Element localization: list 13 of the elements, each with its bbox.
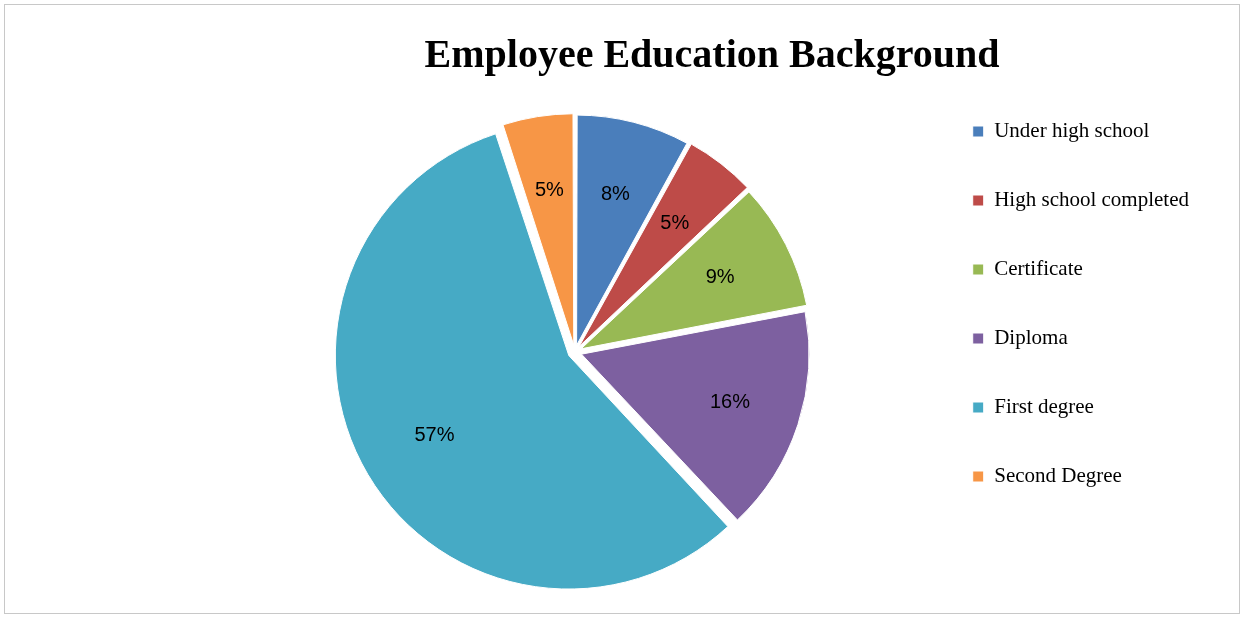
legend-label: Certificate bbox=[994, 256, 1083, 281]
chart-title: Employee Education Background bbox=[424, 31, 1000, 77]
data-label: 8% bbox=[600, 181, 631, 204]
legend-label: First degree bbox=[994, 394, 1094, 419]
data-label: 16% bbox=[709, 389, 751, 412]
legend-label: Diploma bbox=[994, 325, 1069, 350]
legend-label: High school completed bbox=[994, 187, 1190, 212]
legend-label: Second Degree bbox=[994, 463, 1122, 488]
legend-label: Under high school bbox=[994, 118, 1150, 143]
data-label: 5% bbox=[534, 178, 565, 201]
data-label: 9% bbox=[705, 265, 735, 288]
data-label: 5% bbox=[660, 210, 690, 233]
data-label: 57% bbox=[414, 422, 455, 445]
